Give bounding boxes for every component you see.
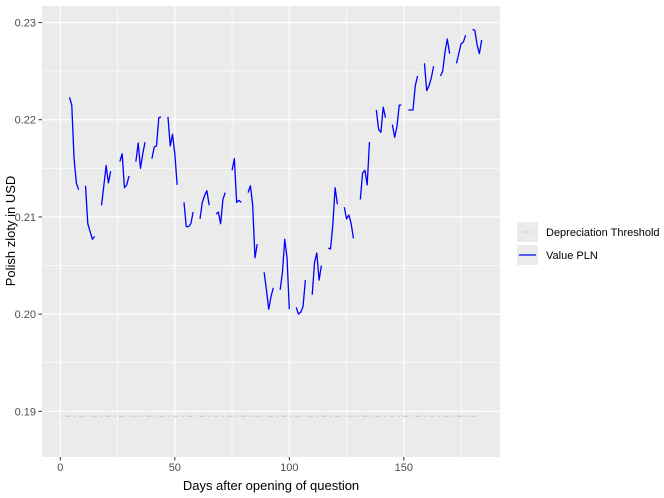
series-line-segment [263, 272, 274, 310]
series-line-segment [408, 75, 419, 111]
series-line-segment [423, 63, 435, 92]
series-layer [60, 28, 483, 417]
y-tick-label: 0.20 [15, 309, 36, 321]
x-axis: 0 50 100 150 [57, 457, 413, 474]
series-line-segment [151, 116, 162, 159]
series-line-segment [375, 106, 387, 134]
y-tick-label: 0.19 [15, 406, 36, 418]
series-line-segment [84, 185, 96, 240]
series-value-pln [68, 28, 483, 315]
y-tick-label: 0.23 [15, 18, 36, 30]
series-line-segment [455, 34, 467, 64]
legend-label: Value PLN [546, 250, 598, 262]
series-line-segment [183, 202, 194, 228]
y-axis: 0.19 0.20 0.21 0.22 0.23 [15, 18, 42, 418]
series-line-segment [343, 207, 355, 239]
series-line-segment [327, 187, 339, 250]
series-line-segment [279, 238, 290, 310]
x-axis-title: Days after opening of question [183, 478, 359, 493]
series-line-segment [391, 104, 402, 138]
grid-major [42, 6, 500, 457]
series-line-segment [439, 38, 451, 77]
legend-label: Depreciation Threshold [546, 227, 660, 239]
x-tick-label: 150 [395, 462, 413, 474]
series-line-segment [231, 157, 242, 203]
series-line-segment [472, 28, 483, 55]
y-axis-title: Polish zloty in USD [3, 176, 18, 287]
y-tick-label: 0.22 [15, 115, 36, 127]
legend: Depreciation Threshold Value PLN [517, 222, 660, 265]
grid-minor [42, 6, 500, 457]
series-line-segment [247, 185, 258, 259]
series-line-segment [359, 142, 371, 200]
x-tick-label: 0 [57, 462, 63, 474]
series-line-segment [68, 97, 80, 190]
legend-item: Depreciation Threshold [517, 222, 660, 242]
series-line-segment [295, 280, 306, 315]
series-line-segment [215, 192, 226, 225]
series-line-segment [135, 141, 146, 169]
series-line-segment [119, 153, 130, 189]
plot-panel [42, 6, 500, 457]
y-tick-label: 0.21 [15, 212, 36, 224]
x-tick-label: 50 [169, 462, 181, 474]
series-line-segment [311, 252, 323, 295]
x-tick-label: 100 [280, 462, 298, 474]
series-line-segment [100, 164, 112, 206]
legend-item: Value PLN [517, 245, 598, 265]
series-line-segment [199, 190, 210, 219]
series-line-segment [167, 116, 178, 185]
